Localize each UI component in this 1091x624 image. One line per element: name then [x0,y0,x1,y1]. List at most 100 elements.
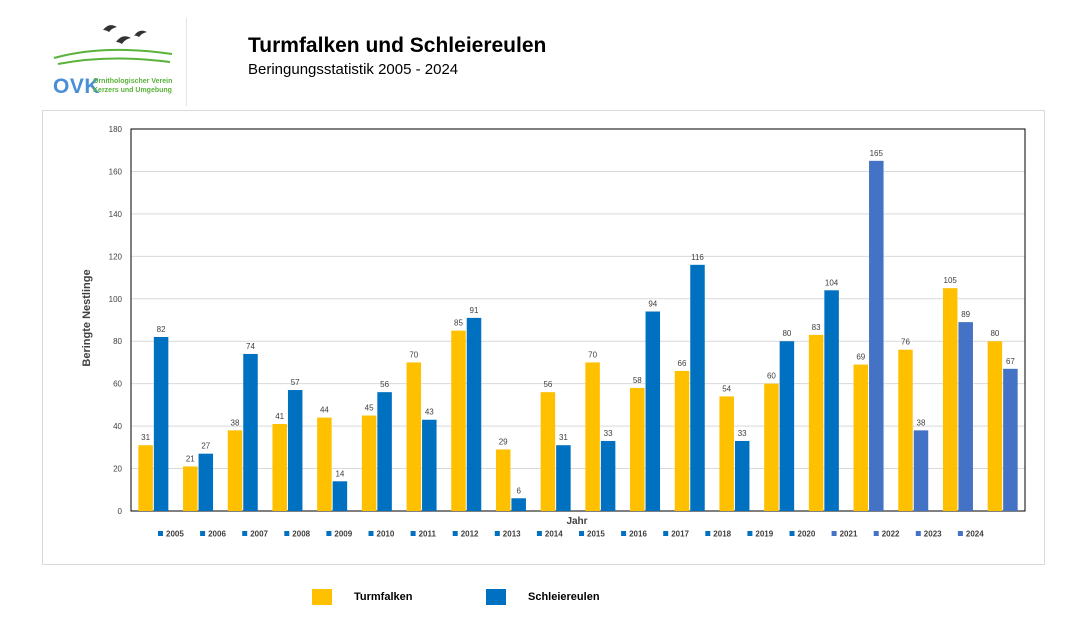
data-label-schleiereulen: 43 [425,408,434,417]
data-label-schleiereulen: 67 [1006,357,1015,366]
bar-turmfalken [138,445,153,511]
data-label-turmfalken: 80 [990,329,999,338]
bar-turmfalken [808,334,824,511]
logo-abbr: OVK [53,75,101,98]
bar-schleiereulen [869,160,884,512]
bar-schleiereulen [153,336,169,511]
year-key-swatch [831,531,837,536]
year-key-label: 2005 [166,530,184,539]
data-label-schleiereulen: 89 [961,310,970,319]
bar-schleiereulen [287,390,303,511]
y-tick-label: 40 [113,422,122,431]
bar-schleiereulen [1003,368,1018,511]
bar-turmfalken [942,288,958,511]
data-label-turmfalken: 66 [678,359,687,368]
year-key-label: 2007 [250,530,268,539]
data-label-schleiereulen: 38 [917,418,926,427]
bar-schleiereulen [734,440,750,511]
year-key-swatch [873,531,879,536]
data-label-turmfalken: 38 [231,418,240,427]
chart-frame [42,110,1045,565]
bar-schleiereulen [779,341,795,511]
bar-turmfalken [540,392,556,511]
bar-turmfalken [853,364,869,511]
bar-schleiereulen [690,264,705,511]
year-key-swatch [915,531,921,536]
bar-turmfalken [630,387,645,511]
year-key-swatch [452,531,458,536]
data-label-turmfalken: 58 [633,376,642,385]
y-tick-label: 140 [109,210,123,219]
y-tick-label: 20 [113,465,122,474]
data-label-schleiereulen: 91 [470,306,479,315]
bar-schleiereulen [422,419,437,511]
legend-swatch-schleiereulen [486,589,506,605]
bar-turmfalken [898,349,913,511]
logo-org-name: Ornithologischer Verein Kerzers und Umge… [93,77,172,95]
data-label-schleiereulen: 82 [157,325,166,334]
bar-schleiereulen [198,453,214,511]
data-label-turmfalken: 60 [767,372,776,381]
data-label-schleiereulen: 165 [870,149,884,158]
year-key-label: 2018 [713,530,731,539]
y-tick-label: 160 [109,167,123,176]
year-key-label: 2017 [671,530,689,539]
bar-schleiereulen [645,311,661,511]
bar-turmfalken [719,396,734,511]
bar-schleiereulen [511,498,526,511]
year-key-swatch [158,531,163,536]
year-key-swatch [200,531,206,536]
data-label-turmfalken: 45 [365,404,374,413]
data-label-schleiereulen: 33 [604,429,613,438]
bar-turmfalken [361,415,377,511]
y-tick-label: 180 [109,125,123,134]
year-key-swatch [368,531,374,536]
logo: OVK Ornithologischer Verein Kerzers und … [48,18,188,108]
year-key-swatch [747,531,753,536]
data-label-schleiereulen: 31 [559,433,568,442]
year-key-label: 2013 [503,530,521,539]
bar-schleiereulen [824,290,839,511]
data-label-schleiereulen: 33 [738,429,747,438]
year-key-label: 2006 [208,530,226,539]
plot-border [130,128,1026,512]
bar-schleiereulen [243,353,258,511]
data-label-schleiereulen: 104 [825,278,839,287]
bar-turmfalken [183,466,198,511]
data-label-schleiereulen: 57 [291,378,300,387]
bar-schleiereulen [556,445,571,511]
year-key-label: 2012 [461,530,479,539]
bar-schleiereulen [466,317,482,511]
year-key-swatch [957,531,963,536]
data-label-turmfalken: 70 [588,350,597,359]
data-label-turmfalken: 83 [812,323,821,332]
year-key-swatch [284,531,290,536]
logo-divider [186,18,187,106]
data-label-schleiereulen: 56 [380,380,389,389]
data-label-schleiereulen: 14 [335,469,344,478]
data-label-turmfalken: 56 [543,380,552,389]
year-key-label: 2023 [924,530,942,539]
legend-label-schleiereulen: Schleiereulen [528,591,600,603]
year-key-label: 2019 [755,530,773,539]
year-key-label: 2015 [587,530,605,539]
bar-turmfalken [272,423,287,511]
year-key-swatch [621,531,627,536]
year-key-swatch [579,531,584,536]
y-tick-label: 100 [109,295,123,304]
bar-turmfalken [585,362,600,511]
year-key-label: 2014 [545,530,563,539]
data-label-schleiereulen: 74 [246,342,255,351]
data-label-turmfalken: 29 [499,437,508,446]
y-axis-title: Beringte Nestlinge [81,269,93,366]
bar-turmfalken [495,449,511,511]
bar-turmfalken [674,370,690,511]
legend-swatch-turmfalken [312,589,332,605]
bar-turmfalken [451,330,466,511]
year-key-label: 2010 [377,530,395,539]
swallows-icon [53,25,173,65]
year-key-label: 2016 [629,530,647,539]
data-label-turmfalken: 54 [722,384,731,393]
year-key-swatch [789,531,795,536]
year-key-label: 2009 [334,530,352,539]
